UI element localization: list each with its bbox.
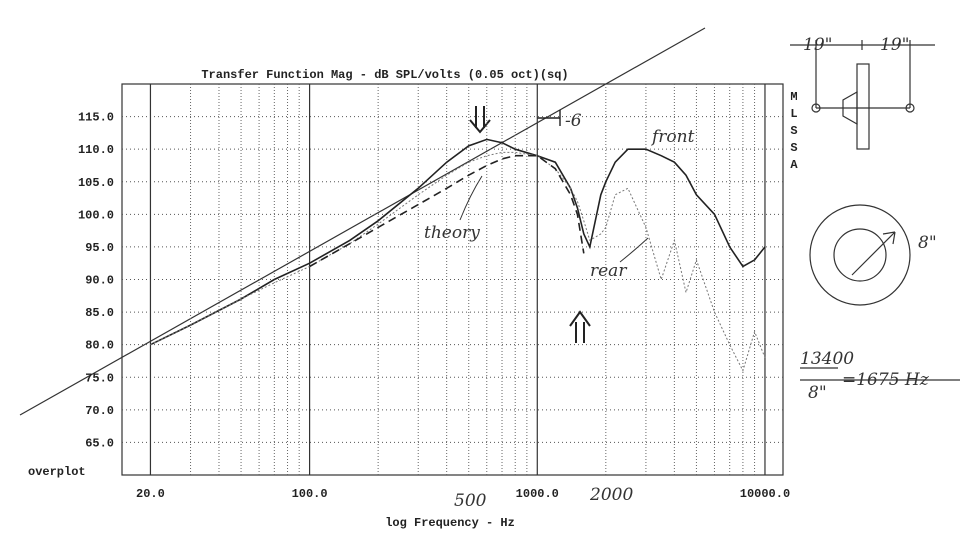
corner-label: overplot	[28, 465, 86, 479]
arrows	[469, 106, 591, 343]
annotation: -6	[565, 111, 582, 131]
note: 8"	[808, 383, 827, 403]
y-tick-label: 100.0	[78, 208, 114, 222]
note: 13400	[800, 349, 854, 369]
y-tick-label: 70.0	[85, 404, 114, 418]
y-tick-label: 105.0	[78, 176, 114, 190]
slope-line	[19, 27, 706, 416]
series-label: theory	[424, 223, 480, 243]
annotation: 2000	[589, 485, 633, 505]
series-label: rear	[590, 261, 627, 281]
x-tick-label: 20.0	[136, 487, 165, 501]
y-tick-label: 65.0	[85, 436, 114, 450]
y-tick-label: 110.0	[78, 143, 114, 157]
series-line	[150, 138, 766, 346]
note: 8"	[918, 233, 937, 253]
pointer	[619, 237, 649, 263]
series-label: front	[650, 127, 695, 147]
y-tick-label: 95.0	[85, 241, 114, 255]
y-tick-label: 115.0	[78, 111, 114, 125]
note: =1675 Hz	[842, 370, 930, 390]
note: 19"	[803, 35, 832, 55]
x-tick-label: 10000.0	[740, 487, 790, 501]
y-tick-label: 75.0	[85, 371, 114, 385]
x-axis-label: log Frequency - Hz	[385, 516, 515, 530]
y-tick-label: 85.0	[85, 306, 114, 320]
x-tick-label: 1000.0	[516, 487, 559, 501]
chart-title: Transfer Function Mag - dB SPL/volts (0.…	[201, 68, 568, 82]
series-line	[150, 151, 766, 373]
pointer	[459, 175, 483, 221]
series-line	[309, 154, 585, 268]
x-tick-label: 100.0	[292, 487, 328, 501]
note: 19"	[880, 35, 909, 55]
speaker-sketch	[790, 40, 960, 381]
annotation: 500	[454, 491, 487, 511]
y-tick-label: 80.0	[85, 339, 114, 353]
y-tick-label: 90.0	[85, 274, 114, 288]
